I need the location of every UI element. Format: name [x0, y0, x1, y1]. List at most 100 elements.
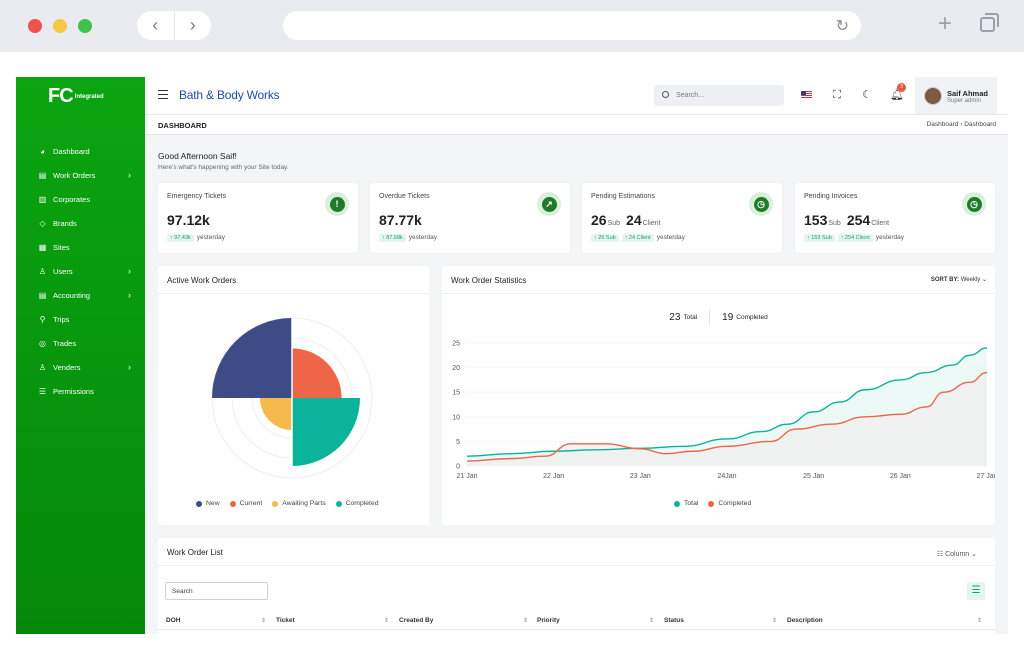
forward-arrow-icon[interactable]: › [189, 15, 196, 35]
legend-awaiting-parts[interactable]: Awaiting Parts [272, 500, 326, 507]
tag-icon: ◇ [39, 218, 46, 228]
user-profile[interactable]: Saif Ahmad Super admin [915, 77, 997, 114]
browser-nav-buttons: ‹ › [137, 11, 211, 40]
sidebar-item-brands[interactable]: ◇ Brands [16, 211, 145, 235]
pending-estimations-card[interactable]: Pending Estimations 26Sub 24Client ↑ 26 S… [582, 183, 782, 253]
sidebar-item-label: Work Orders [53, 170, 96, 180]
completed-label: Completed [736, 314, 768, 321]
statistics-totals: 23 Total 19 Completed [442, 310, 995, 325]
stat-label: Pending Invoices [804, 193, 858, 200]
pie-legend: New Current Awaiting Parts Completed [196, 500, 378, 507]
minimize-window-dot[interactable] [53, 19, 67, 33]
change-chip: ↑ 153 Sub [804, 234, 835, 242]
building-icon: ▥ [38, 194, 47, 204]
sidebar-item-venders[interactable]: ♙ Venders › [16, 355, 145, 379]
brand-logo[interactable]: Bath & Body Works [179, 88, 280, 102]
x-tick-label: 25 Jan [803, 473, 824, 480]
app-logo[interactable]: FC Integrated [48, 85, 104, 108]
change-suffix: yesterday [408, 234, 437, 241]
new-tab-icon[interactable]: + [938, 10, 953, 37]
breadcrumb: Dashboard › Dashboard [926, 121, 996, 128]
y-tick-label: 25 [452, 341, 460, 348]
change-chip: ↑ 87.68k [379, 234, 406, 242]
chevron-right-icon: › [128, 290, 131, 300]
change-suffix: yesterday [196, 234, 225, 241]
back-arrow-icon[interactable]: ‹ [137, 11, 175, 40]
sidebar-menu: ◕ Dashboard ▤ Work Orders › ▥ Corporates ◇ Brand… [16, 139, 145, 403]
permissions-icon: ☰ [38, 386, 47, 396]
sidebar-item-accounting[interactable]: ▤ Accounting › [16, 283, 145, 307]
legend-current[interactable]: Current [229, 500, 262, 507]
legend-total[interactable]: Total [674, 500, 698, 507]
avatar [924, 87, 942, 105]
stat-change: ↑ 97.43k yesterday [167, 234, 225, 242]
stat-label: Pending Estimations [591, 193, 655, 200]
stat-label: Emergency Tickets [167, 193, 227, 200]
sidebar-item-corporates[interactable]: ▥ Corporates [16, 187, 145, 211]
series-line-completed [466, 371, 988, 462]
change-suffix: yesterday [656, 234, 685, 241]
sidebar-item-work-orders[interactable]: ▤ Work Orders › [16, 163, 145, 187]
chevron-right-icon: › [128, 170, 131, 180]
tabs-overview-icon[interactable] [980, 13, 999, 32]
list-search-input[interactable]: Search [165, 582, 268, 600]
maximize-window-dot[interactable] [78, 19, 92, 33]
sidebar-item-trips[interactable]: ⚲ Trips [16, 307, 145, 331]
sidebar-item-users[interactable]: ♙ Users › [16, 259, 145, 283]
us-flag-icon[interactable] [801, 91, 812, 99]
legend-new[interactable]: New [196, 500, 220, 507]
sidebar-item-label: Permissions [53, 386, 94, 396]
notification-bell-icon[interactable]: 🔔︎ [890, 89, 904, 101]
hamburger-menu-icon[interactable] [158, 90, 168, 101]
filter-icon[interactable]: ☰ [967, 582, 985, 600]
sidebar-item-permissions[interactable]: ☰ Permissions [16, 379, 145, 403]
sidebar-item-dashboard[interactable]: ◕ Dashboard [16, 139, 145, 163]
column-header-created-by[interactable]: Created By ⇕ [399, 617, 529, 624]
sort-icon: ⇕ [261, 618, 267, 624]
legend-completed[interactable]: Completed [335, 500, 378, 507]
legend-completed[interactable]: Completed [708, 500, 751, 507]
vendor-icon: ♙ [38, 362, 47, 372]
stat-value: 153Sub 254Client [804, 212, 890, 228]
main-content: Good Afternoon Saif! Here's what's happe… [145, 135, 1008, 634]
dark-mode-moon-icon[interactable]: ☾ [862, 89, 872, 101]
page-title: DASHBOARD [158, 121, 207, 130]
sort-icon: ⇕ [384, 618, 390, 624]
column-header-status[interactable]: Status ⇕ [664, 617, 778, 624]
sort-icon: ⇕ [523, 618, 529, 624]
x-tick-label: 22 Jan [543, 473, 564, 480]
completed-value: 19 [722, 312, 734, 323]
card-title: Work Order Statistics [442, 266, 995, 294]
chevron-right-icon: › [128, 266, 131, 276]
column-header-description[interactable]: Description ⇕ [787, 617, 983, 624]
table-header: DOH ⇕ Ticket ⇕ Created By ⇕ Priority ⇕ Statu… [158, 614, 995, 630]
y-tick-label: 15 [452, 390, 460, 397]
pie-slice-new [212, 318, 292, 398]
sort-by-dropdown[interactable]: SORT BY: Weekly ⌄ [930, 277, 987, 283]
overdue-tickets-card[interactable]: Overdue Tickets 87.77k ↑ 87.68k yesterday… [370, 183, 570, 253]
url-bar[interactable]: ↻ [283, 11, 861, 40]
fullscreen-icon[interactable]: ⛶ [833, 89, 841, 101]
column-header-ticket[interactable]: Ticket ⇕ [276, 617, 390, 624]
pie-slice-completed [292, 398, 360, 466]
x-tick-label: 21 Jan [456, 473, 477, 480]
column-header-doh[interactable]: DOH ⇕ [166, 617, 267, 624]
close-window-dot[interactable] [28, 19, 42, 33]
sidebar-item-trades[interactable]: ◎ Trades [16, 331, 145, 355]
y-tick-label: 20 [452, 365, 460, 372]
active-work-orders-card: Active Work Orders New Current Awaiting … [158, 266, 429, 525]
sidebar-item-sites[interactable]: ▦ Sites [16, 235, 145, 259]
emergency-tickets-card[interactable]: Emergency Tickets 97.12k ↑ 97.43k yesterd… [158, 183, 358, 253]
sidebar: FC Integrated ◕ Dashboard ▤ Work Orders › ▥ Cor… [16, 77, 145, 634]
search-input[interactable]: Search... [654, 85, 784, 106]
column-header-priority[interactable]: Priority ⇕ [537, 617, 655, 624]
stat-change: ↑ 153 Sub ↑ 254 Client yesterday [804, 234, 904, 242]
dashboard-icon: ◕ [40, 146, 45, 156]
series-line-total [466, 347, 988, 457]
column-button[interactable]: ☷ Column ⌄ [936, 551, 977, 558]
pending-invoices-card[interactable]: Pending Invoices 153Sub 254Client ↑ 153 S… [795, 183, 995, 253]
breadcrumb-root[interactable]: Dashboard [926, 121, 959, 128]
reload-icon[interactable]: ↻ [835, 18, 849, 35]
change-chip: ↑ 26 Sub [591, 234, 619, 242]
